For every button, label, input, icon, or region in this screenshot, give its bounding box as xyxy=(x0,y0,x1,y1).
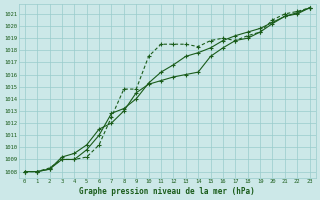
X-axis label: Graphe pression niveau de la mer (hPa): Graphe pression niveau de la mer (hPa) xyxy=(79,187,255,196)
